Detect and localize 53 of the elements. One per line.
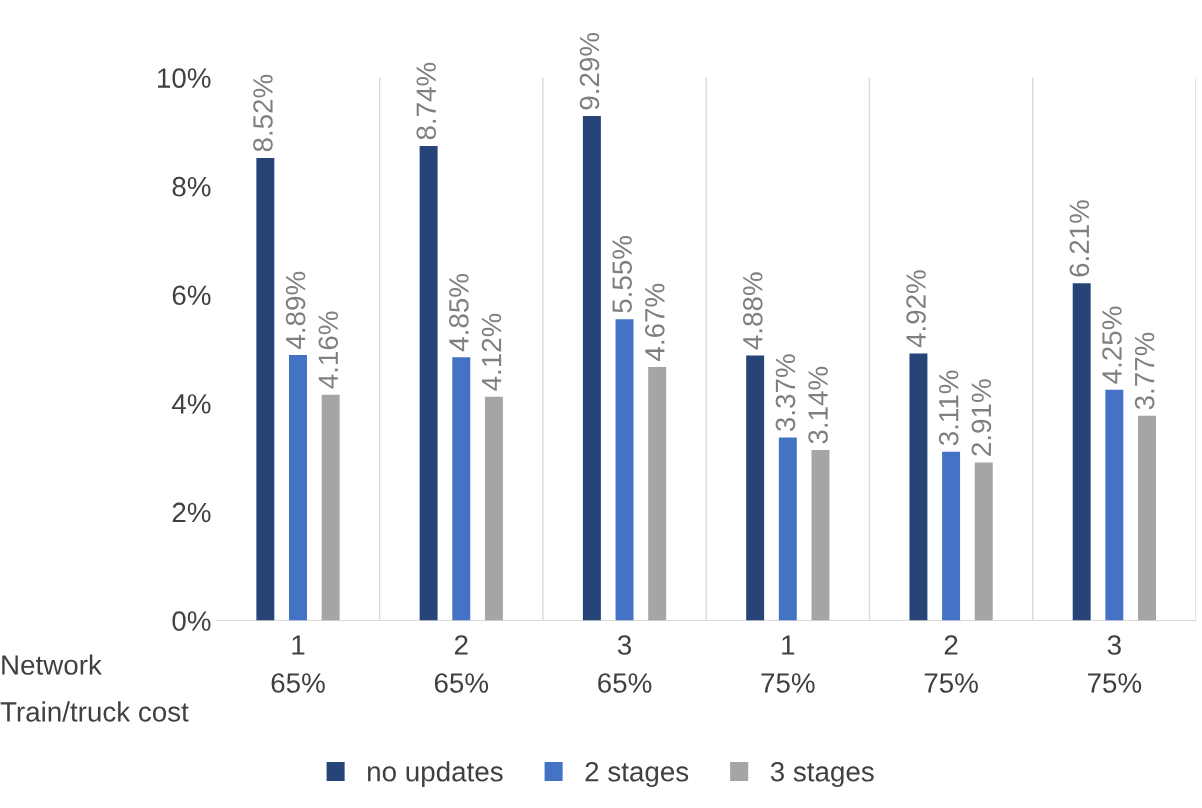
y-tick-label: 6%: [172, 285, 211, 306]
bar: [1105, 389, 1124, 621]
legend-label: 2 stages: [585, 761, 689, 788]
x-tick-label: 2 75%: [924, 635, 978, 693]
data-label: 4.67%: [644, 283, 665, 361]
y-tick-label: 0%: [172, 611, 211, 631]
data-label: 3.11%: [938, 370, 959, 446]
y-tick-label: 10%: [158, 68, 211, 88]
bar: [321, 394, 340, 621]
bar: [1138, 415, 1156, 621]
bar: [419, 145, 438, 621]
data-label: 4.89%: [285, 271, 306, 349]
data-label: 4.16%: [318, 311, 339, 389]
bar: [582, 116, 601, 621]
data-label: 8.74%: [416, 62, 437, 140]
bar: [778, 437, 797, 621]
data-label: 4.12%: [481, 313, 502, 391]
bar: [615, 319, 634, 621]
bar: [289, 355, 307, 621]
text: Train/truck cost: [0, 701, 189, 722]
y-tick-label: 8%: [172, 176, 211, 197]
data-label: 2.91%: [971, 379, 992, 456]
legend-label: 3 stages: [770, 761, 874, 788]
y-tick-label: 2%: [172, 502, 211, 523]
data-label: 4.88%: [742, 272, 763, 350]
bar: [256, 157, 275, 621]
x-tick-label: 3 65%: [598, 635, 652, 693]
data-label: 8.52%: [253, 74, 273, 152]
data-label: 9.29%: [579, 32, 600, 110]
x-tick-label: 2 65%: [434, 635, 489, 693]
data-label: 3.77%: [1134, 332, 1155, 410]
x-tick-label: 1 65%: [271, 635, 325, 693]
bar: [811, 450, 830, 621]
x-tick-label: 3 75%: [1087, 635, 1142, 693]
bar: [648, 366, 667, 621]
bar: [1072, 283, 1091, 621]
bar: [746, 355, 765, 621]
data-label: 5.55%: [612, 235, 632, 313]
data-label: 4.92%: [906, 270, 926, 348]
data-label: 4.85%: [449, 274, 469, 352]
legend-label: no updates: [368, 761, 503, 788]
bar: [974, 462, 993, 621]
bar: [909, 353, 928, 621]
data-label: 4.25%: [1102, 306, 1122, 384]
bar: [942, 451, 961, 621]
bar: [484, 396, 503, 621]
data-label: 6.21%: [1069, 200, 1090, 277]
text: Network: [2, 654, 102, 675]
bar: [452, 357, 471, 621]
data-label: 3.37%: [775, 354, 796, 432]
x-tick-label: 1 75%: [761, 635, 815, 693]
y-tick-label: 4%: [171, 394, 211, 414]
data-label: 3.14%: [808, 366, 828, 444]
